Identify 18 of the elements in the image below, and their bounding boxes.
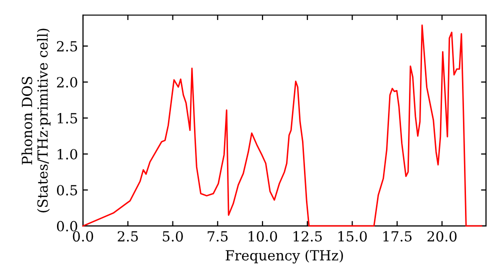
- y-axis-title: Phonon DOS (States/THz·primitive cell): [22, 28, 50, 212]
- x-tick-label: 2.5: [118, 231, 138, 242]
- x-tick-label: 17.5: [383, 231, 412, 242]
- y-tick-label: 0.5: [56, 184, 78, 196]
- x-axis-title: Frequency (THz): [226, 250, 343, 264]
- x-tick-label: 0.0: [72, 231, 94, 242]
- x-tick-label: 15.0: [338, 231, 367, 242]
- y-tick-label: 0.0: [56, 220, 78, 232]
- line-series: [82, 24, 482, 227]
- x-tick-label: 20.0: [428, 231, 457, 242]
- y-tick-label: 1.0: [58, 148, 78, 160]
- x-tick-label: 12.5: [294, 231, 322, 242]
- y-tick-label: 2.0: [56, 77, 78, 88]
- x-tick-label: 7.5: [208, 231, 228, 242]
- y-tick-label: 2.5: [56, 41, 78, 52]
- y-tick-label: 1.5: [58, 112, 78, 124]
- x-tick-label: 10.0: [248, 231, 278, 242]
- x-tick-label: 5.0: [162, 231, 183, 242]
